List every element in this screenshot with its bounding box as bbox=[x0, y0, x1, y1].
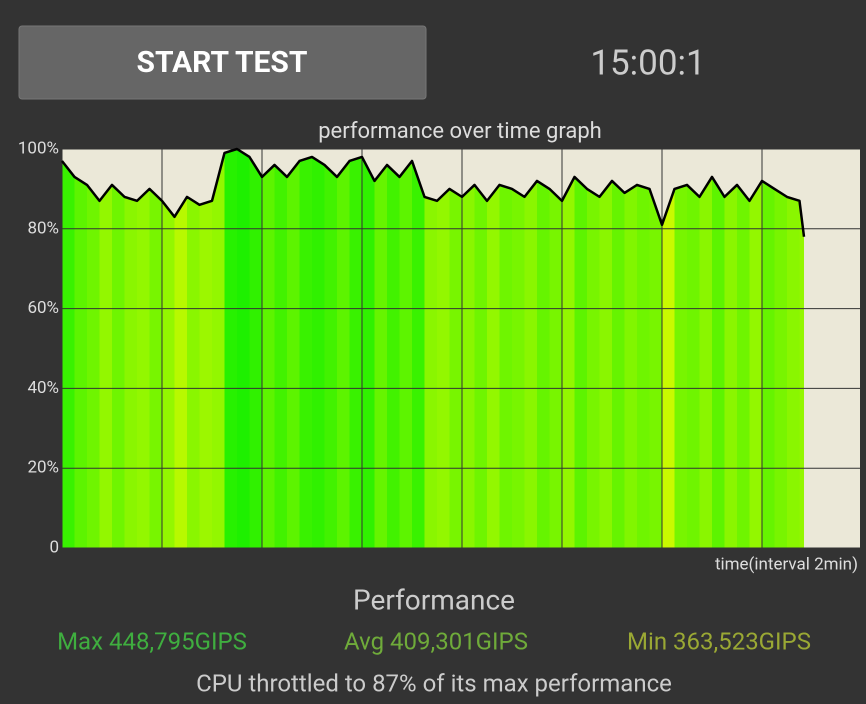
area-stripe bbox=[137, 149, 150, 548]
area-stripe bbox=[787, 149, 800, 548]
area-stripe bbox=[399, 149, 413, 548]
area-stripe bbox=[612, 149, 625, 548]
area-stripe bbox=[199, 149, 213, 548]
area-stripe bbox=[274, 149, 288, 548]
area-stripe bbox=[687, 149, 700, 548]
area-stripe bbox=[374, 149, 388, 548]
area-stripe bbox=[287, 149, 300, 548]
area-stripe bbox=[324, 149, 338, 548]
area-stripe bbox=[62, 149, 75, 548]
area-stripe bbox=[337, 149, 350, 548]
performance-line bbox=[61, 147, 806, 237]
area-stripe bbox=[224, 149, 238, 548]
area-stripe bbox=[774, 149, 788, 548]
area-stripe bbox=[187, 149, 200, 548]
chart-title: performance over time graph bbox=[318, 119, 602, 144]
area-stripe bbox=[412, 149, 425, 548]
area-stripe bbox=[249, 149, 263, 548]
area-stripe bbox=[99, 149, 113, 548]
y-tick-label: 0 bbox=[49, 537, 59, 557]
area-stripe bbox=[437, 149, 450, 548]
area-stripe bbox=[362, 149, 375, 548]
area-stripe bbox=[549, 149, 563, 548]
area-stripe bbox=[662, 149, 675, 548]
area-stripe bbox=[487, 149, 500, 548]
area-stripe bbox=[574, 149, 588, 548]
area-stripe bbox=[474, 149, 488, 548]
area-stripe bbox=[174, 149, 188, 548]
area-stripe bbox=[299, 149, 313, 548]
timer: 15:00:1 bbox=[590, 42, 705, 83]
area-stripe bbox=[674, 149, 688, 548]
area-stripe bbox=[587, 149, 600, 548]
area-stripe bbox=[162, 149, 175, 548]
y-tick-label: 40% bbox=[27, 378, 59, 398]
area-stripe bbox=[624, 149, 638, 548]
area-stripe bbox=[749, 149, 763, 548]
area-stripe bbox=[699, 149, 713, 548]
area-stripe bbox=[799, 149, 804, 548]
area-stripe bbox=[112, 149, 125, 548]
summary: CPU throttled to 87% of its max performa… bbox=[196, 669, 672, 697]
area-stripe bbox=[212, 149, 225, 548]
y-tick-label: 100% bbox=[18, 138, 59, 158]
area-stripe bbox=[524, 149, 538, 548]
area-stripe bbox=[724, 149, 738, 548]
min-stat: Min 363,523GIPS bbox=[627, 627, 811, 655]
x-axis-label: time(interval 2min) bbox=[715, 554, 858, 574]
y-tick-label: 80% bbox=[27, 218, 59, 238]
area-stripe bbox=[124, 149, 138, 548]
area-stripe bbox=[637, 149, 650, 548]
area-stripe bbox=[424, 149, 438, 548]
avg-stat: Avg 409,301GIPS bbox=[344, 627, 528, 655]
area-stripe bbox=[499, 149, 513, 548]
area-stripe bbox=[349, 149, 363, 548]
area-fill bbox=[62, 149, 804, 548]
area-stripe bbox=[649, 149, 663, 548]
area-stripe bbox=[87, 149, 100, 548]
y-tick-label: 60% bbox=[27, 298, 59, 318]
area-stripe bbox=[74, 149, 88, 548]
area-stripe bbox=[599, 149, 613, 548]
area-stripe bbox=[262, 149, 275, 548]
area-stripe bbox=[449, 149, 463, 548]
max-stat: Max 448,795GIPS bbox=[57, 627, 247, 655]
axes: 0 20% 40% 60% 80% 100% bbox=[18, 138, 860, 557]
area-stripe bbox=[312, 149, 325, 548]
area-stripe bbox=[512, 149, 525, 548]
area-stripe bbox=[462, 149, 475, 548]
area-stripe bbox=[237, 149, 250, 548]
area-stripe bbox=[762, 149, 775, 548]
area-stripe bbox=[737, 149, 750, 548]
area-stripe bbox=[537, 149, 550, 548]
area-stripe bbox=[562, 149, 575, 548]
area-stripe bbox=[712, 149, 725, 548]
area-stripe bbox=[387, 149, 400, 548]
y-tick-label: 20% bbox=[27, 458, 59, 478]
area-stripe bbox=[149, 149, 163, 548]
start-button[interactable] bbox=[18, 25, 427, 100]
stats-heading: Performance bbox=[353, 583, 515, 616]
start-button-label[interactable]: START TEST bbox=[137, 45, 308, 80]
